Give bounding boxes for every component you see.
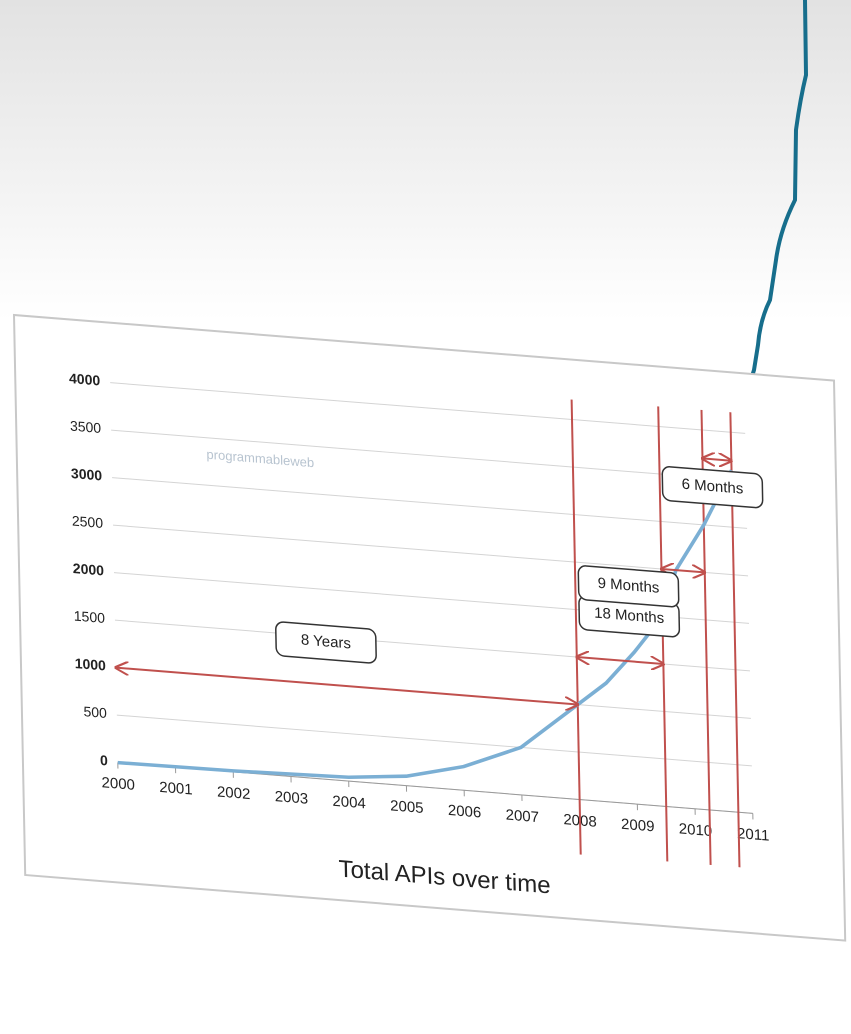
grid-line <box>116 714 752 767</box>
annotation-box <box>661 466 764 509</box>
grid-line <box>112 477 748 529</box>
x-tick-label: 2005 <box>390 797 424 817</box>
annotation-arrow <box>661 569 704 572</box>
annotation-text: 18 Months <box>594 604 664 627</box>
annotation-box <box>275 621 377 664</box>
y-tick-label: 2000 <box>73 560 105 578</box>
x-tick-label: 2001 <box>159 779 193 799</box>
x-tick-label: 2000 <box>101 774 135 794</box>
y-tick-label: 0 <box>100 752 108 769</box>
y-tick-label: 2500 <box>72 513 104 531</box>
marker-line <box>570 399 582 855</box>
x-tick-label: 2011 <box>737 825 770 845</box>
annotation-text: 9 Months <box>597 575 659 597</box>
y-tick-label: 3500 <box>70 418 102 436</box>
x-tick-label: 2010 <box>679 820 713 840</box>
x-tick-label: 2009 <box>621 816 655 836</box>
x-tick-label: 2007 <box>505 807 539 827</box>
y-tick-label: 1500 <box>74 608 106 626</box>
grid-line <box>110 382 746 434</box>
x-tick-label: 2006 <box>448 802 482 822</box>
annotation-text: 8 Years <box>301 631 351 652</box>
y-tick-label: 3000 <box>71 465 103 483</box>
annotation-box <box>577 565 680 608</box>
annotation-arrow <box>116 668 578 705</box>
hand-drawn-curve <box>738 0 809 406</box>
grid-line <box>113 524 749 577</box>
x-tick-label: 2003 <box>275 788 309 808</box>
panel-background <box>12 313 847 942</box>
x-tick-label: 2002 <box>217 783 251 803</box>
y-tick-label: 1000 <box>75 655 107 673</box>
chart-panel: Total APIs over time programmableweb0500… <box>12 313 847 942</box>
y-tick-label: 4000 <box>69 370 101 388</box>
annotation-arrow <box>577 657 664 664</box>
y-tick-label: 500 <box>83 703 107 721</box>
annotation-arrow <box>702 458 731 460</box>
grid-line <box>111 429 747 482</box>
annotation-text: 6 Months <box>681 476 743 498</box>
x-tick-label: 2004 <box>332 793 366 813</box>
